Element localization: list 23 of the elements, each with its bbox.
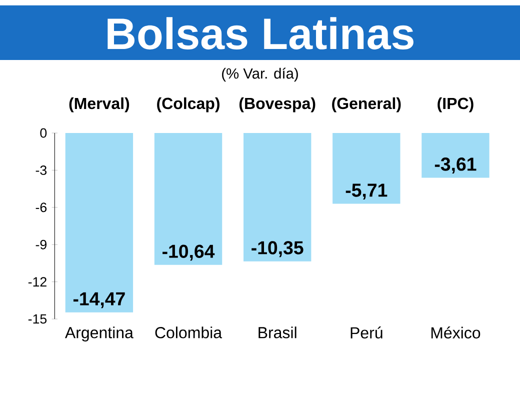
y-tick-label: -12 <box>28 277 46 286</box>
data-label: -10,35 <box>252 241 304 258</box>
y-tick-label: 0 <box>40 128 47 138</box>
x-tick-label: Perú <box>350 326 382 338</box>
text: (Colcap) <box>157 97 220 112</box>
text: (General) <box>332 97 401 112</box>
chart-subtitle: (% Var. día) <box>222 68 298 82</box>
data-label: -5,71 <box>346 184 388 200</box>
y-tick-label: -6 <box>36 202 47 212</box>
text: (IPC) <box>438 97 474 112</box>
text: (Bovespa) <box>239 97 316 112</box>
y-tick-label: -3 <box>36 165 47 175</box>
x-tick-label: Brasil <box>258 326 296 338</box>
chart-title: Bolsas Latinas <box>108 17 414 50</box>
y-tick-label: -9 <box>36 240 46 250</box>
data-label: -10,64 <box>162 244 215 261</box>
data-label: -3,61 <box>434 158 476 174</box>
text: (Merval) <box>69 97 130 112</box>
x-tick-label: Argentina <box>64 326 134 342</box>
data-label: -14,47 <box>73 292 125 308</box>
x-tick-label: México <box>431 326 480 338</box>
x-tick-label: Colombia <box>155 326 222 338</box>
y-tick-label: -15 <box>28 314 47 324</box>
